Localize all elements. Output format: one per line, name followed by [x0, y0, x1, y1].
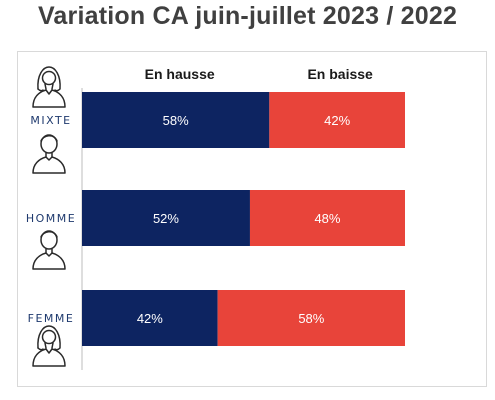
- category-label-mixte: MIXTE: [30, 114, 71, 127]
- legend-item-hausse: En hausse: [145, 66, 215, 82]
- stacked-bar-chart: En hausse En baisse 58% 42% MIXTE 52% 48% HOMME…: [26, 66, 405, 370]
- bar-homme-hausse: [82, 190, 250, 246]
- male-person-icon: [32, 230, 66, 270]
- category-label-homme: HOMME: [26, 212, 76, 225]
- male-person-icon: [32, 134, 66, 174]
- value-label-femme-hausse: 42%: [137, 311, 163, 326]
- legend-item-baisse: En baisse: [307, 66, 373, 82]
- value-label-homme-hausse: 52%: [153, 211, 179, 226]
- bar-mixte-baisse: [269, 92, 405, 148]
- value-label-femme-baisse: 58%: [298, 311, 324, 326]
- chart-panel: En hausse En baisse 58% 42% MIXTE 52% 48% HOMME…: [17, 51, 487, 387]
- value-label-mixte-baisse: 42%: [324, 113, 350, 128]
- female-person-icon: [32, 66, 66, 108]
- bar-homme-baisse: [249, 190, 405, 246]
- bar-femme-hausse: [82, 290, 218, 346]
- bar-mixte-hausse: [82, 92, 270, 148]
- value-label-mixte-hausse: 58%: [163, 113, 189, 128]
- bar-femme-baisse: [217, 290, 405, 346]
- chart-title: Variation CA juin-juillet 2023 / 2022: [37, 2, 458, 30]
- value-label-homme-baisse: 48%: [314, 211, 340, 226]
- category-label-femme: FEMME: [28, 312, 75, 325]
- female-person-icon: [32, 325, 66, 367]
